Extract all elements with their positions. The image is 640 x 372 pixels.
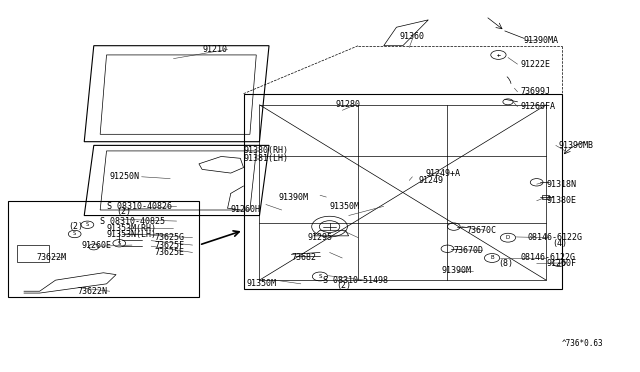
Text: (2): (2) [68,222,83,231]
Text: 91353N(LH): 91353N(LH) [106,230,157,239]
Text: 91350M: 91350M [246,279,276,288]
Text: 73625E: 73625E [154,248,184,257]
Text: 73670C: 73670C [467,226,497,235]
Text: 91390M: 91390M [441,266,471,275]
Text: 91249: 91249 [419,176,444,185]
Text: S 08310-51498: S 08310-51498 [323,276,388,285]
Text: 91260FA: 91260FA [521,102,556,111]
Bar [541,195,549,199]
Text: S: S [118,241,121,246]
Text: ^736*0.63: ^736*0.63 [562,340,604,349]
Text: (4): (4) [552,239,568,248]
Text: 91250N: 91250N [109,172,140,181]
Text: 91350M: 91350M [330,202,360,211]
Text: 91380(RH): 91380(RH) [244,147,289,155]
Text: 91390M: 91390M [278,193,308,202]
Text: S 08310-40825: S 08310-40825 [100,217,165,225]
Text: 91260H: 91260H [231,205,260,215]
Text: 73622N: 73622N [78,287,108,296]
Text: S 08310-40826: S 08310-40826 [106,202,172,211]
Text: 73682: 73682 [291,253,316,263]
Text: 91390MB: 91390MB [559,141,594,150]
Text: 73699J: 73699J [521,87,551,96]
Text: 73625F: 73625F [154,241,184,250]
Text: D: D [506,235,510,240]
Text: 91380E: 91380E [546,196,576,205]
Text: 91360: 91360 [399,32,425,41]
Text: 91222E: 91222E [521,60,551,69]
Text: 91260F: 91260F [546,259,576,268]
Text: 08146-6122G: 08146-6122G [521,253,576,263]
Text: S: S [318,274,322,279]
Text: (2): (2) [336,281,351,290]
Text: B: B [490,256,494,260]
Text: 73625G: 73625G [154,233,184,242]
Text: S: S [86,222,89,227]
Text: S: S [73,231,76,237]
Bar [8,201,199,297]
Text: 91390MA: 91390MA [524,36,559,45]
Text: 91353M(RH): 91353M(RH) [106,224,157,233]
Text: 91295: 91295 [307,233,332,242]
Text: 91249+A: 91249+A [425,169,460,177]
Text: 91260E: 91260E [81,241,111,250]
Text: 91381(LH): 91381(LH) [244,154,289,163]
Text: (8): (8) [499,259,513,268]
Text: 73622M: 73622M [36,253,67,263]
Text: (2): (2) [116,207,131,217]
Text: 91318N: 91318N [546,180,576,189]
Text: 91210: 91210 [202,45,227,54]
Text: 08146-6122G: 08146-6122G [527,233,582,242]
Text: 73670D: 73670D [454,246,484,255]
Text: 91280: 91280 [336,100,361,109]
